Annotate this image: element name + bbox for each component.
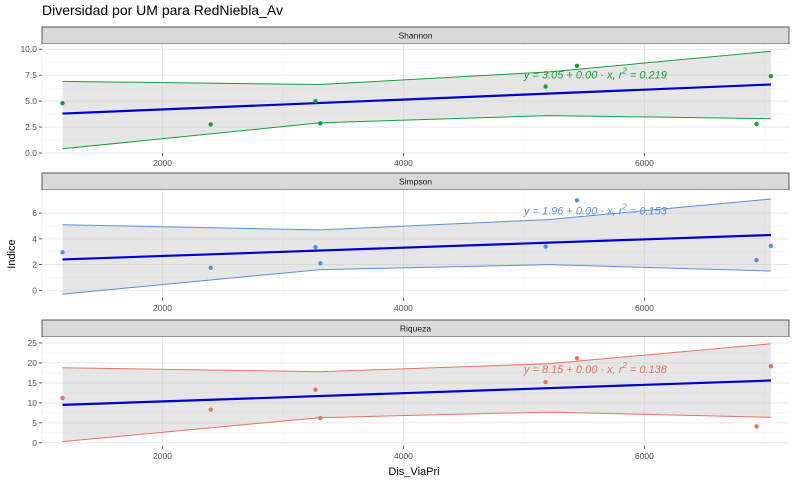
band-upper-line (62, 198, 771, 231)
y-tick-label: 25 (28, 338, 38, 348)
x-tick-label: 4000 (394, 451, 413, 461)
y-tick-label: 15 (28, 378, 38, 388)
y-tick-label: 10.0 (20, 44, 37, 54)
data-point (208, 122, 213, 127)
facet-strip-label: Riqueza (400, 324, 431, 334)
x-tick-label: 4000 (394, 303, 413, 313)
data-point (60, 250, 65, 255)
data-point (313, 387, 318, 392)
y-tick-label: 5.0 (25, 96, 37, 106)
equation-prefix: y = 1.96 + 0.00 · x, r (523, 205, 624, 217)
y-tick-label: 6 (32, 208, 37, 218)
band-upper-line (62, 343, 771, 373)
y-tick-label: 2.5 (25, 122, 37, 132)
regression-line (62, 233, 771, 261)
x-tick-label: 6000 (635, 158, 654, 168)
y-tick-label: 10 (28, 398, 38, 408)
facet-strip-label: Simpson (399, 177, 432, 187)
data-point (754, 424, 759, 429)
band-lower-line (62, 115, 771, 150)
panel-simpson: Simpson 0 2 4 6 2000 4000 6000 y = 1.96 + 0.00 ·… (32, 172, 790, 313)
facet-strip-label: Shannon (398, 31, 432, 41)
x-axis-title: Dis_ViaPri (388, 466, 439, 478)
panel-shannon: Shannon 0.0 2.5 5.0 7.5 10.0 2000 4000 6000 y = 3… (20, 26, 790, 168)
data-point (318, 415, 323, 421)
y-tick-label: 5 (32, 418, 37, 428)
equation-suffix: = 0.153 (627, 205, 668, 217)
data-point (543, 84, 548, 89)
data-point (543, 379, 548, 385)
regression-equation: y = 8.15 + 0.00 · x, r2 = 0.138 (523, 361, 668, 376)
regression-line (62, 379, 771, 406)
equation-exponent: 2 (621, 202, 627, 211)
data-point (574, 63, 580, 68)
y-tick-label: 0 (32, 285, 37, 295)
data-point (574, 355, 580, 361)
y-tick-label: 0.0 (25, 148, 37, 158)
chart-title: Diversidad por UM para RedNiebla_Av (42, 2, 283, 18)
data-point (754, 121, 759, 127)
y-tick-label: 4 (32, 234, 37, 244)
data-point (318, 261, 323, 266)
y-tick-label: 0 (32, 438, 37, 448)
equation-prefix: y = 8.15 + 0.00 · x, r (523, 364, 624, 376)
regression-equation: y = 3.05 + 0.00 · x, r2 = 0.219 (523, 66, 667, 81)
panel-riqueza: Riqueza 0 5 10 15 20 25 2000 4000 6000 y = 8.15 + … (28, 319, 790, 461)
y-tick-label: 7.5 (25, 70, 37, 80)
regression-line (62, 83, 771, 115)
data-point (313, 245, 318, 250)
plot-background (42, 337, 789, 446)
equation-exponent: 2 (621, 361, 627, 370)
y-tick-label: 20 (28, 358, 38, 368)
equation-suffix: = 0.138 (627, 364, 668, 376)
band-lower-line (62, 264, 771, 295)
data-point (574, 198, 580, 203)
plot-background (42, 190, 789, 298)
x-tick-label: 2000 (153, 303, 172, 313)
x-tick-label: 4000 (394, 158, 413, 168)
data-point (60, 100, 65, 106)
data-point (208, 265, 213, 270)
data-point (543, 244, 548, 249)
equation-suffix: = 0.219 (627, 69, 667, 81)
x-tick-label: 6000 (635, 303, 654, 313)
x-tick-label: 6000 (635, 451, 654, 461)
regression-equation: y = 1.96 + 0.00 · x, r2 = 0.153 (523, 202, 668, 217)
data-point (754, 257, 759, 263)
data-point (768, 243, 774, 249)
x-tick-label: 2000 (153, 158, 172, 168)
data-point (768, 363, 774, 369)
y-axis-title: Indice (6, 239, 18, 268)
equation-prefix: y = 3.05 + 0.00 · x, r (523, 69, 624, 81)
equation-exponent: 2 (621, 66, 627, 75)
data-point (208, 407, 213, 412)
data-point (313, 98, 318, 104)
data-point (318, 121, 323, 126)
y-tick-label: 2 (32, 260, 37, 270)
band-upper-line (62, 50, 771, 86)
x-tick-label: 2000 (153, 451, 172, 461)
data-point (60, 395, 65, 401)
band-lower-line (62, 411, 771, 443)
data-point (768, 73, 774, 79)
